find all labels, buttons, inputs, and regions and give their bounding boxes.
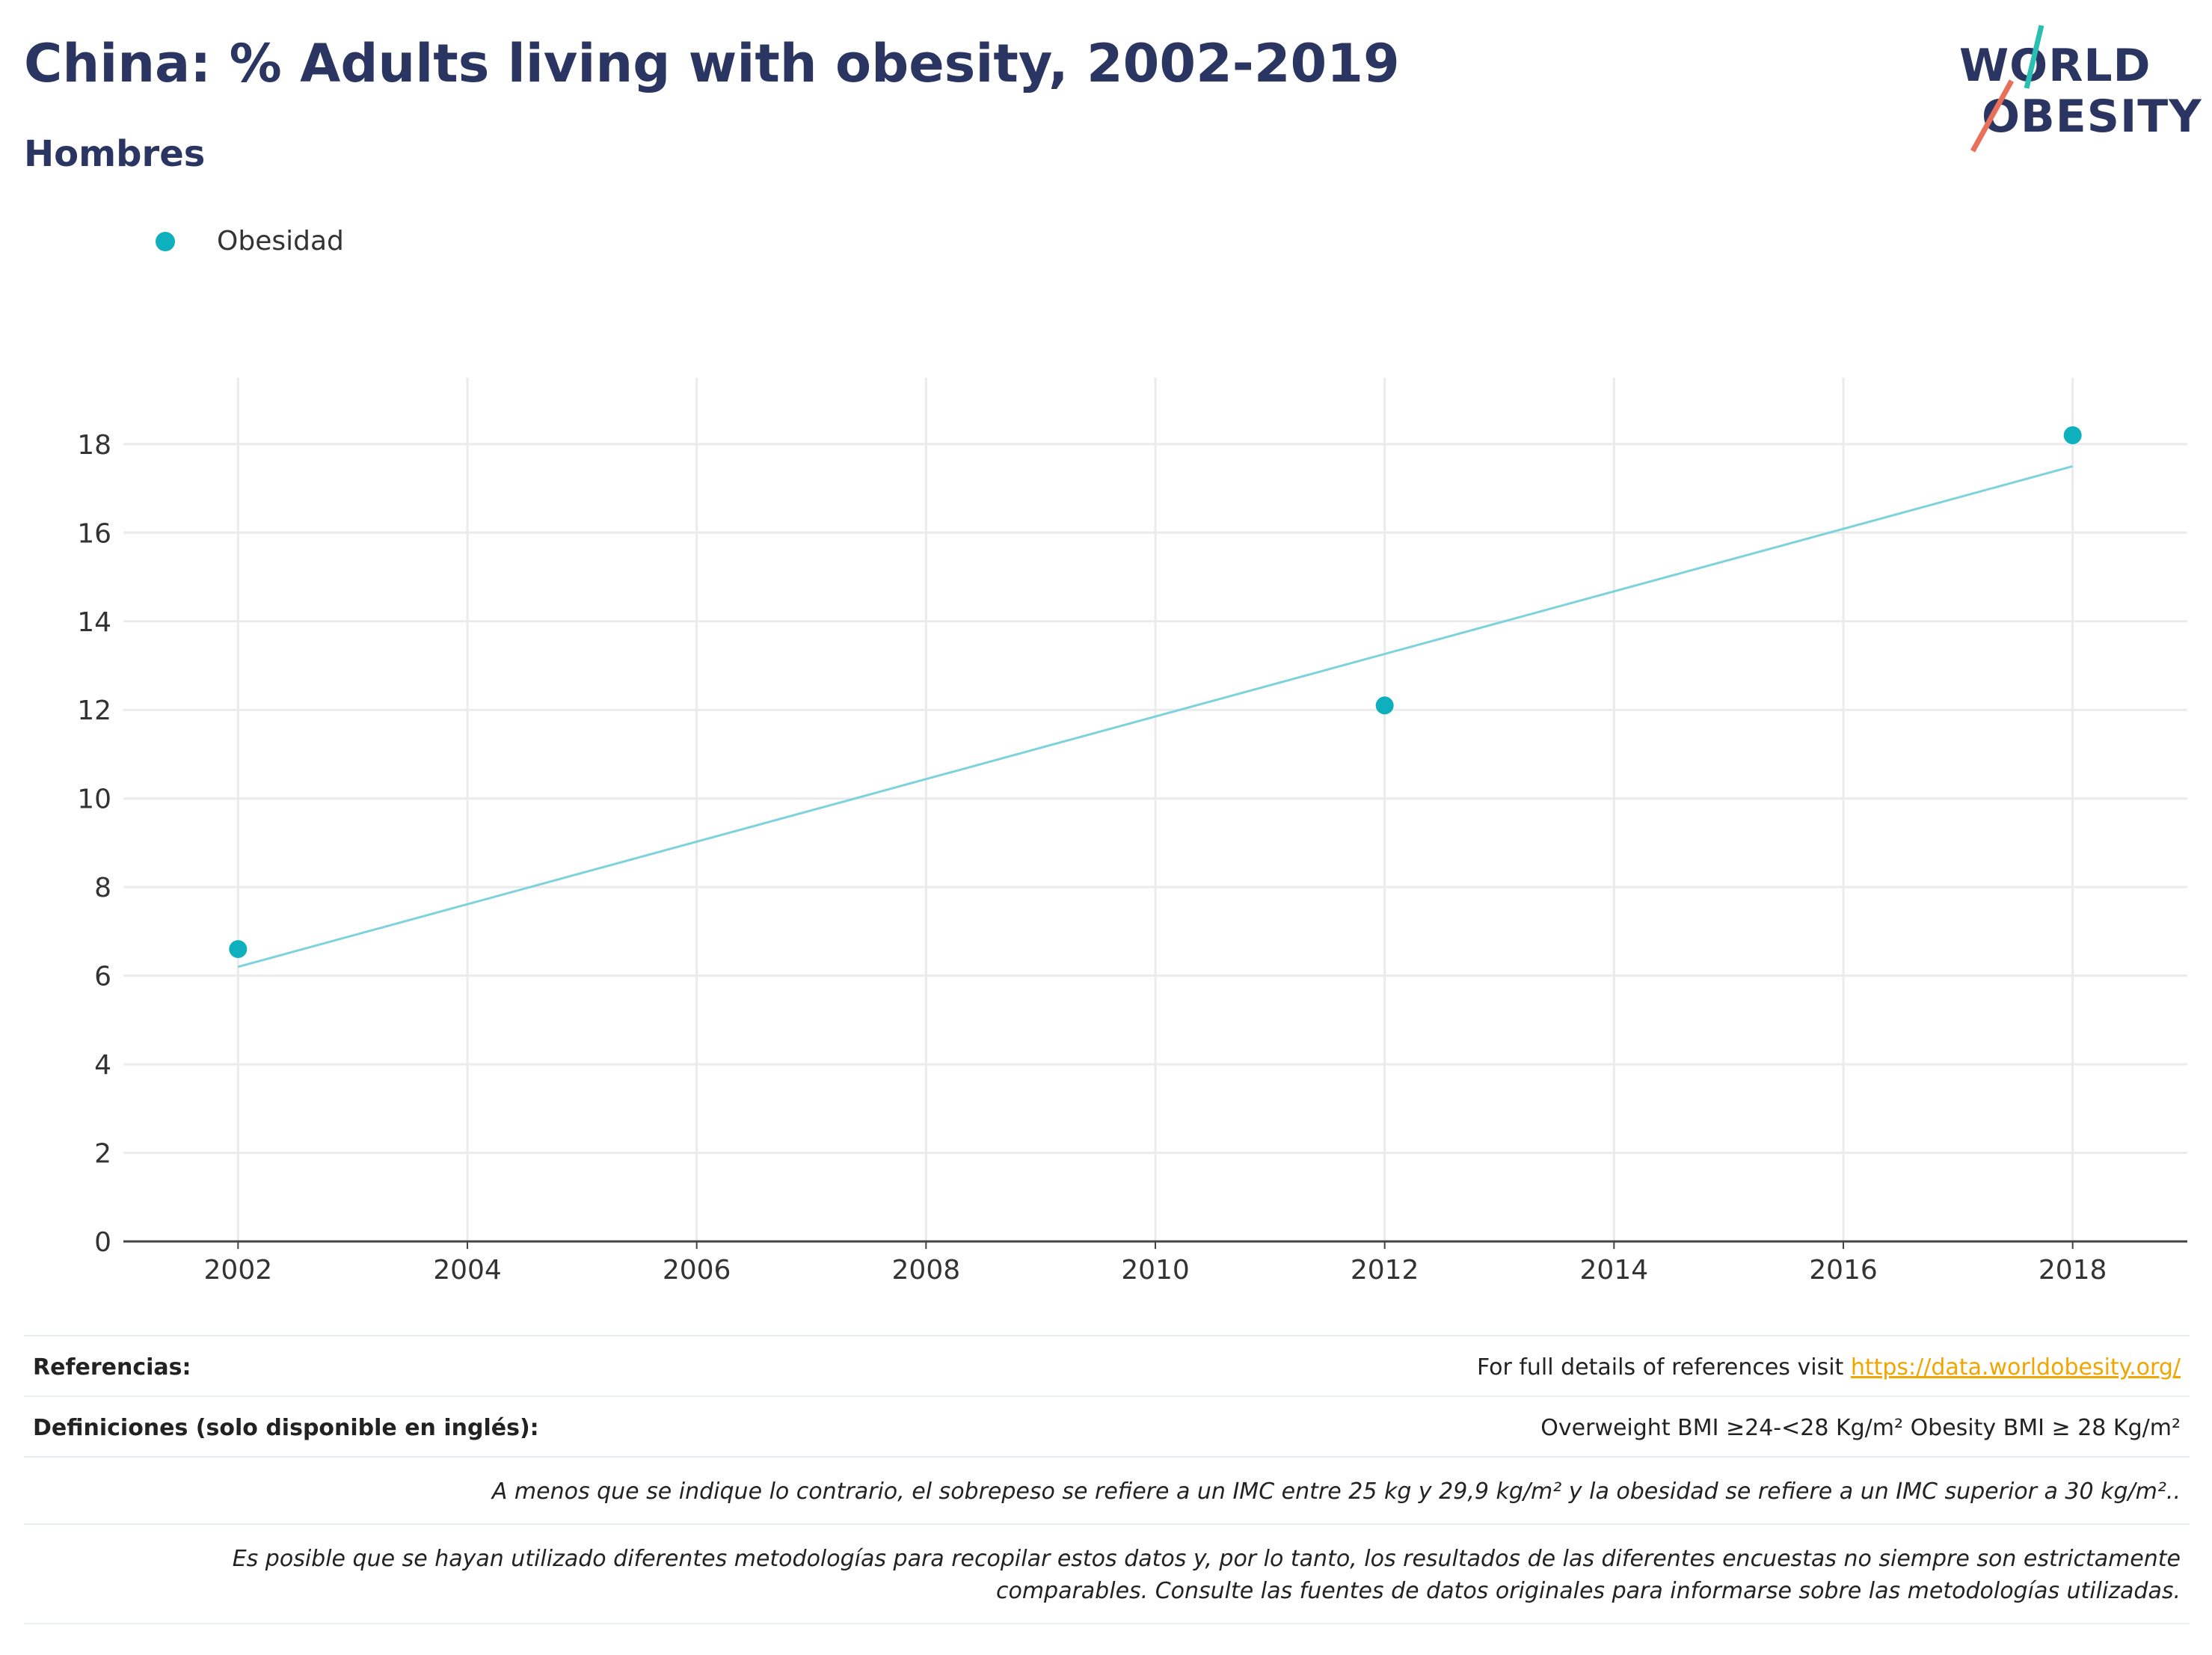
footer-note-2: Es posible que se hayan utilizado difere… [33, 1543, 2181, 1608]
footer-note-1: A menos que se indique lo contrario, el … [491, 1479, 2181, 1505]
footer-table: Referencias: For full details of referen… [24, 1335, 2190, 1624]
logo-word-world: WORLD [1959, 40, 2151, 92]
y-tick-label: 8 [94, 873, 111, 903]
y-tick-label: 18 [77, 430, 111, 461]
trendline-group [237, 465, 2074, 968]
data-points [229, 426, 2082, 959]
chart-grid [123, 378, 2187, 1241]
x-tick-label: 2012 [1351, 1255, 1419, 1286]
legend-label: Obesidad [217, 226, 344, 257]
legend[interactable]: Obesidad [156, 226, 344, 257]
chart-plot: 2002 2004 2006 2008 2010 2012 2014 2016 2018 0 2 4… [77, 378, 2187, 1286]
references-link[interactable]: https://data.worldobesity.org/ [1850, 1354, 2181, 1381]
y-tick-label: 2 [94, 1139, 111, 1170]
y-tick-label: 10 [77, 784, 111, 815]
definitions-value: Overweight BMI ≥24-<28 Kg/m² Obesity BMI… [1540, 1415, 2181, 1441]
x-tick-label: 2016 [1809, 1255, 1878, 1286]
y-tick-label: 0 [94, 1227, 111, 1258]
definitions-label: Definiciones (solo disponible en inglés)… [33, 1415, 539, 1441]
x-tick-label: 2004 [433, 1255, 502, 1286]
y-tick-label: 16 [77, 518, 111, 549]
chart-title: China: % Adults living with obesity, 200… [24, 33, 1400, 94]
x-tick-label: 2002 [204, 1255, 273, 1286]
legend-marker-icon [156, 231, 175, 251]
x-axis: 2002 2004 2006 2008 2010 2012 2014 2016 2018 [123, 1240, 2187, 1286]
logo-slash-icon [1970, 25, 2044, 153]
y-axis: 0 2 4 6 8 10 12 14 16 18 [77, 430, 111, 1258]
y-tick-label: 12 [77, 696, 111, 726]
y-tick-label: 4 [94, 1050, 111, 1081]
world-obesity-logo: WORLD OBESITY [1959, 22, 2202, 157]
trendline [237, 465, 2074, 968]
footer-row-note2: Es posible que se hayan utilizado difere… [24, 1523, 2190, 1624]
footer-row-references: Referencias: For full details of referen… [24, 1335, 2190, 1395]
x-tick-label: 2014 [1580, 1255, 1649, 1286]
footer-note-2-line-1: Es posible que se hayan utilizado difere… [232, 1545, 2181, 1572]
x-tick-label: 2006 [663, 1255, 731, 1286]
x-tick-label: 2018 [2039, 1255, 2107, 1286]
footer-note-2-line-2: comparables. Consulte las fuentes de dat… [995, 1578, 2181, 1604]
logo-slash-coral [1970, 79, 2015, 153]
data-point [1375, 696, 1394, 715]
logo-word-obesity: OBESITY [1982, 90, 2202, 143]
data-point [229, 940, 248, 959]
chart-subtitle: Hombres [24, 133, 206, 175]
footer-row-note1: A menos que se indique lo contrario, el … [24, 1456, 2190, 1523]
logo-slash-teal [2024, 25, 2044, 89]
y-tick-label: 6 [94, 962, 111, 992]
references-text: For full details of references visit [1476, 1354, 1851, 1381]
x-tick-label: 2010 [1121, 1255, 1190, 1286]
data-point [2063, 426, 2082, 444]
x-tick-label: 2008 [892, 1255, 961, 1286]
y-tick-label: 14 [77, 607, 111, 638]
references-value: For full details of references visit htt… [1477, 1354, 2181, 1381]
references-label: Referencias: [33, 1354, 191, 1381]
footer-row-definitions: Definiciones (solo disponible en inglés)… [24, 1395, 2190, 1456]
